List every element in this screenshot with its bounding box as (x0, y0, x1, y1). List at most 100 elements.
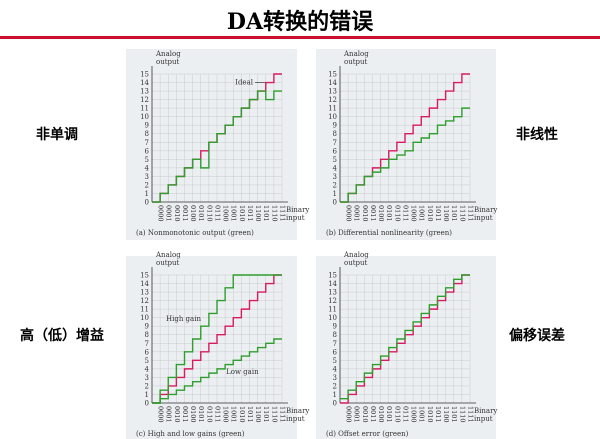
y-tick-label: 5 (145, 156, 149, 164)
y-tick-label: 15 (328, 71, 337, 79)
x-tick-label: 0101 (197, 205, 205, 222)
label-nonmonotonic: 非单调 (36, 127, 78, 143)
x-tick-label: 0110 (393, 205, 401, 222)
x-axis-title: Binary (286, 407, 309, 415)
x-tick-label: 1010 (426, 205, 434, 222)
y-tick-label: 3 (333, 374, 337, 382)
x-axis-title: input (286, 214, 305, 222)
y-axis-title: Analog (343, 50, 369, 58)
y-tick-label: 9 (145, 323, 149, 331)
y-tick-label: 0 (145, 400, 149, 408)
y-tick-label: 4 (145, 365, 150, 373)
x-tick-label: 1101 (262, 406, 270, 423)
y-tick-label: 12 (328, 96, 337, 104)
y-tick-label: 7 (333, 340, 337, 348)
y-tick-label: 8 (333, 331, 337, 339)
x-tick-label: 0000 (345, 205, 353, 222)
label-offset: 偏移误差 (509, 328, 565, 344)
y-tick-label: 7 (145, 340, 149, 348)
y-tick-label: 6 (145, 147, 150, 155)
y-tick-label: 13 (328, 88, 337, 96)
x-tick-label: 1100 (442, 205, 450, 222)
x-tick-label: 0001 (165, 205, 173, 222)
y-tick-label: 4 (333, 164, 338, 172)
y-tick-label: 8 (333, 130, 337, 138)
x-tick-label: 1001 (418, 205, 426, 222)
chart-caption: (c) High and low gains (green) (136, 430, 245, 438)
y-axis-title: output (344, 58, 368, 66)
panel-background (316, 49, 496, 240)
y-tick-label: 12 (328, 297, 337, 305)
x-tick-label: 0111 (213, 205, 221, 222)
actual-staircase (340, 274, 470, 400)
x-tick-label: 1000 (222, 205, 230, 222)
x-tick-label: 0110 (393, 406, 401, 423)
x-tick-label: 0111 (401, 205, 409, 222)
y-tick-label: 8 (145, 331, 149, 339)
slide-title: DA转换的错误 (226, 9, 374, 35)
label-nonlinearity: 非线性 (516, 127, 558, 143)
x-tick-label: 0100 (377, 406, 385, 423)
x-tick-label: 0101 (197, 406, 205, 423)
y-tick-label: 8 (145, 130, 149, 138)
y-tick-label: 0 (333, 199, 337, 207)
x-tick-label: 0011 (369, 205, 377, 222)
y-tick-label: 6 (145, 348, 150, 356)
ideal-staircase (152, 274, 282, 404)
y-axis-title: Analog (155, 50, 181, 58)
x-tick-label: 0100 (189, 406, 197, 423)
x-tick-label: 1110 (270, 406, 278, 423)
x-tick-label: 0001 (353, 406, 361, 423)
x-tick-label: 1010 (238, 205, 246, 222)
y-tick-label: 1 (145, 391, 149, 399)
y-tick-label: 14 (328, 79, 337, 87)
y-axis-title: output (344, 259, 368, 267)
x-tick-label: 1001 (230, 406, 238, 423)
x-tick-label: 1001 (418, 406, 426, 423)
y-tick-label: 9 (333, 323, 337, 331)
x-tick-label: 1101 (450, 205, 458, 222)
y-tick-label: 4 (145, 164, 150, 172)
x-tick-label: 0101 (385, 406, 393, 423)
x-axis-title: Binary (474, 407, 497, 415)
y-tick-label: 1 (145, 190, 149, 198)
panel-background (126, 49, 297, 240)
y-tick-label: 14 (140, 79, 149, 87)
x-tick-label: 1110 (458, 205, 466, 222)
x-tick-label: 1110 (270, 205, 278, 222)
y-tick-label: 10 (140, 314, 149, 322)
y-tick-label: 11 (140, 105, 149, 113)
y-tick-label: 11 (328, 105, 337, 113)
y-tick-label: 5 (145, 357, 149, 365)
y-tick-label: 7 (145, 139, 149, 147)
y-tick-label: 11 (140, 306, 149, 314)
x-axis-title: input (474, 214, 493, 222)
x-tick-label: 1101 (450, 406, 458, 423)
y-tick-label: 3 (145, 374, 149, 382)
x-tick-label: 1010 (238, 406, 246, 423)
x-axis-title: Binary (286, 206, 309, 214)
x-tick-label: 1011 (246, 406, 254, 423)
x-tick-label: 0100 (377, 205, 385, 222)
y-tick-label: 15 (140, 272, 149, 280)
y-tick-label: 2 (145, 181, 149, 189)
x-tick-label: 0101 (385, 205, 393, 222)
actual-staircase-1 (152, 274, 282, 404)
y-tick-label: 12 (140, 96, 149, 104)
y-tick-label: 15 (140, 71, 149, 79)
y-tick-label: 5 (333, 357, 337, 365)
x-tick-label: 0100 (189, 205, 197, 222)
x-tick-label: 1111 (278, 205, 286, 222)
x-tick-label: 1000 (222, 406, 230, 423)
x-tick-label: 0010 (361, 406, 369, 423)
actual-staircase-2 (152, 338, 282, 404)
x-tick-label: 0111 (213, 406, 221, 423)
x-tick-label: 1110 (458, 406, 466, 423)
x-tick-label: 0011 (181, 205, 189, 222)
x-tick-label: 1100 (254, 205, 262, 222)
chart-caption: (d) Offset error (green) (326, 430, 409, 438)
x-tick-label: 0011 (181, 406, 189, 423)
